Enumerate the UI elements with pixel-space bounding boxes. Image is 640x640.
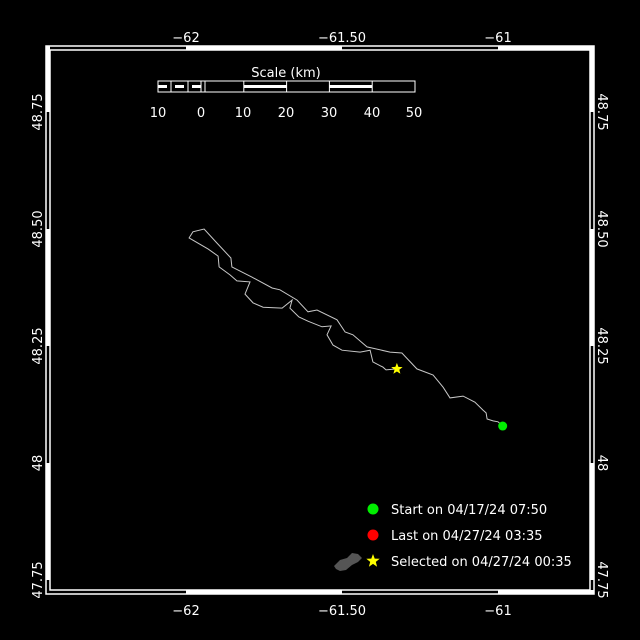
legend-last-label: Last on 04/27/24 03:35 <box>391 529 543 544</box>
lat-tick-label: 48.75 <box>31 93 46 130</box>
legend: Start on 04/17/24 07:50 Last on 04/27/24… <box>366 503 572 570</box>
scale-bar-label: 0 <box>197 106 205 121</box>
frame-segment <box>498 46 594 50</box>
legend-last-icon <box>367 529 379 541</box>
legend-selected-star-icon <box>366 554 380 567</box>
map-frame <box>45 45 595 595</box>
lat-tick-label: 48.75 <box>594 93 609 130</box>
lat-tick-label: 48.50 <box>31 210 46 247</box>
frame-segment <box>590 463 594 580</box>
frame-segment <box>498 590 594 594</box>
scale-bar-label: 40 <box>364 106 381 121</box>
lon-tick-label: −62 <box>172 31 199 46</box>
scale-bar-label: 20 <box>278 106 295 121</box>
lat-tick-label: 48.50 <box>594 210 609 247</box>
frame-segment <box>186 46 342 50</box>
lat-tick-label: 48.25 <box>594 327 609 364</box>
lon-tick-label: −61 <box>484 604 511 619</box>
scale-bar-segment <box>192 85 201 88</box>
start-marker[interactable] <box>498 421 508 431</box>
legend-selected-label: Selected on 04/27/24 00:35 <box>391 555 572 570</box>
lat-tick-label: 47.75 <box>594 561 609 598</box>
drifter-track-line <box>188 228 504 427</box>
scale-bar-segment <box>158 85 167 88</box>
scale-bar-segment <box>175 85 184 88</box>
frame-segment <box>186 590 342 594</box>
scale-bar-label: 30 <box>321 106 338 121</box>
legend-start-icon <box>367 503 379 515</box>
scale-bar-segment <box>243 85 287 88</box>
lat-tick-label: 48 <box>594 455 609 472</box>
lon-tick-label: −62 <box>172 604 199 619</box>
legend-start-label: Start on 04/17/24 07:50 <box>391 503 547 518</box>
scale-bar-title: Scale (km) <box>251 66 320 81</box>
frame-segment <box>46 46 50 112</box>
lon-tick-label: −61.50 <box>318 31 366 46</box>
scale-bar-segment <box>329 85 373 88</box>
scale-bar-label: 10 <box>150 106 167 121</box>
scale-bar: Scale (km) 10 0 10 20 30 40 50 <box>150 66 423 121</box>
frame-segment <box>590 46 594 112</box>
axis-tick-labels: −62 −62 −61.50 −61.50 −61 −61 48.75 48.75 48.50 4… <box>31 31 609 619</box>
lat-tick-label: 48.25 <box>31 327 46 364</box>
frame-segment <box>590 229 594 346</box>
land-patch <box>334 553 362 571</box>
frame-segment <box>46 229 50 346</box>
scale-bar-label: 50 <box>406 106 423 121</box>
lat-tick-label: 48 <box>31 455 46 472</box>
scale-bar-label: 10 <box>235 106 252 121</box>
lat-tick-label: 47.75 <box>31 561 46 598</box>
lon-tick-label: −61 <box>484 31 511 46</box>
frame-segment <box>46 463 50 580</box>
lon-tick-label: −61.50 <box>318 604 366 619</box>
selected-star-marker[interactable] <box>391 362 403 374</box>
